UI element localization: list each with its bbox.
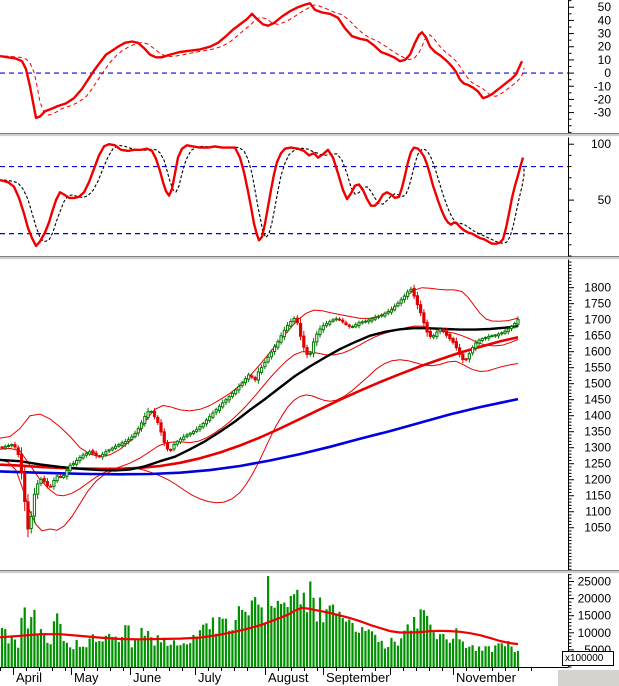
volume-multiplier-label: x100000 bbox=[562, 651, 614, 666]
y-axis-label-price: 1400 bbox=[584, 409, 611, 423]
x-axis-month-label: September bbox=[326, 670, 390, 685]
panel-price bbox=[0, 284, 520, 538]
x-axis-month-label: June bbox=[133, 670, 161, 685]
y-axis-label-price: 1500 bbox=[584, 377, 611, 391]
y-axis-label-stochastic: 50 bbox=[598, 193, 612, 207]
x-axis-month-label: July bbox=[198, 670, 222, 685]
y-axis-label-stochastic: 100 bbox=[591, 137, 611, 151]
y-axis-label-price: 1150 bbox=[585, 489, 611, 503]
y-axis-price: 1800 1750 1700 1650 1600 1550 1500 1450 1400 1350… bbox=[568, 259, 611, 570]
y-axis-label-roc: 40 bbox=[598, 13, 612, 27]
y-axis-label-roc: 30 bbox=[598, 27, 612, 41]
stochastic-percent-k-line bbox=[0, 143, 525, 248]
y-axis-label-price: 1050 bbox=[584, 521, 611, 535]
bottom-right-corner-fill bbox=[558, 670, 619, 686]
y-axis-label-roc: -30 bbox=[594, 106, 612, 120]
y-axis-label-volume: 20000 bbox=[578, 592, 612, 606]
price-overlay-ma_blue bbox=[0, 397, 519, 476]
volume-ma-line bbox=[0, 606, 519, 646]
y-axis-label-price: 1100 bbox=[585, 505, 611, 519]
x-axis: April May June July August September November bbox=[0, 667, 568, 685]
x-axis-month-label: August bbox=[268, 670, 309, 685]
panel-volume bbox=[0, 576, 520, 667]
y-axis-label-volume: 15000 bbox=[578, 609, 612, 623]
y-axis-label-price: 1650 bbox=[584, 329, 611, 343]
roc-signal-line bbox=[3, 4, 525, 116]
x-axis-month-label: April bbox=[16, 670, 42, 685]
y-axis-label-price: 1250 bbox=[584, 457, 611, 471]
panel-stochastic bbox=[0, 143, 568, 248]
y-axis-label-roc: 50 bbox=[598, 0, 612, 14]
panel-stochastic-plot[interactable] bbox=[0, 137, 568, 257]
y-axis-label-volume: 25000 bbox=[578, 575, 612, 589]
panel-separator bbox=[0, 133, 619, 137]
price-candles bbox=[0, 284, 520, 538]
y-axis-label-roc: -10 bbox=[594, 79, 612, 93]
panel-separator bbox=[0, 256, 619, 260]
y-axis-label-roc: 10 bbox=[598, 53, 612, 67]
y-axis-label-volume: 10000 bbox=[578, 626, 612, 640]
y-axis-label-roc: 20 bbox=[598, 40, 612, 54]
roc-indicator-line bbox=[0, 2, 524, 120]
x-axis-month-label: May bbox=[74, 670, 99, 685]
y-axis-label-price: 1800 bbox=[584, 281, 611, 295]
x-axis-month-label: November bbox=[456, 670, 517, 685]
y-axis-label-price: 1200 bbox=[584, 473, 611, 487]
panel-price-plot[interactable] bbox=[0, 259, 568, 571]
y-axis-label-price: 1700 bbox=[584, 313, 611, 327]
y-axis-stochastic: 100 50 bbox=[568, 137, 612, 257]
panel-roc bbox=[0, 2, 568, 120]
y-axis-label-price: 1450 bbox=[584, 393, 611, 407]
y-axis-label-price: 1550 bbox=[584, 361, 611, 375]
y-axis-label-price: 1300 bbox=[584, 441, 611, 455]
y-axis-label-price: 1350 bbox=[584, 425, 611, 439]
y-axis-label-price: 1600 bbox=[584, 345, 611, 359]
price-overlay-ma_black bbox=[0, 324, 519, 472]
y-axis-label-roc: 0 bbox=[604, 66, 611, 80]
panel-separator bbox=[0, 570, 619, 574]
y-axis-label-roc: -20 bbox=[594, 92, 612, 106]
panel-roc-plot[interactable] bbox=[0, 0, 568, 133]
y-axis-label-price: 1750 bbox=[584, 297, 611, 311]
